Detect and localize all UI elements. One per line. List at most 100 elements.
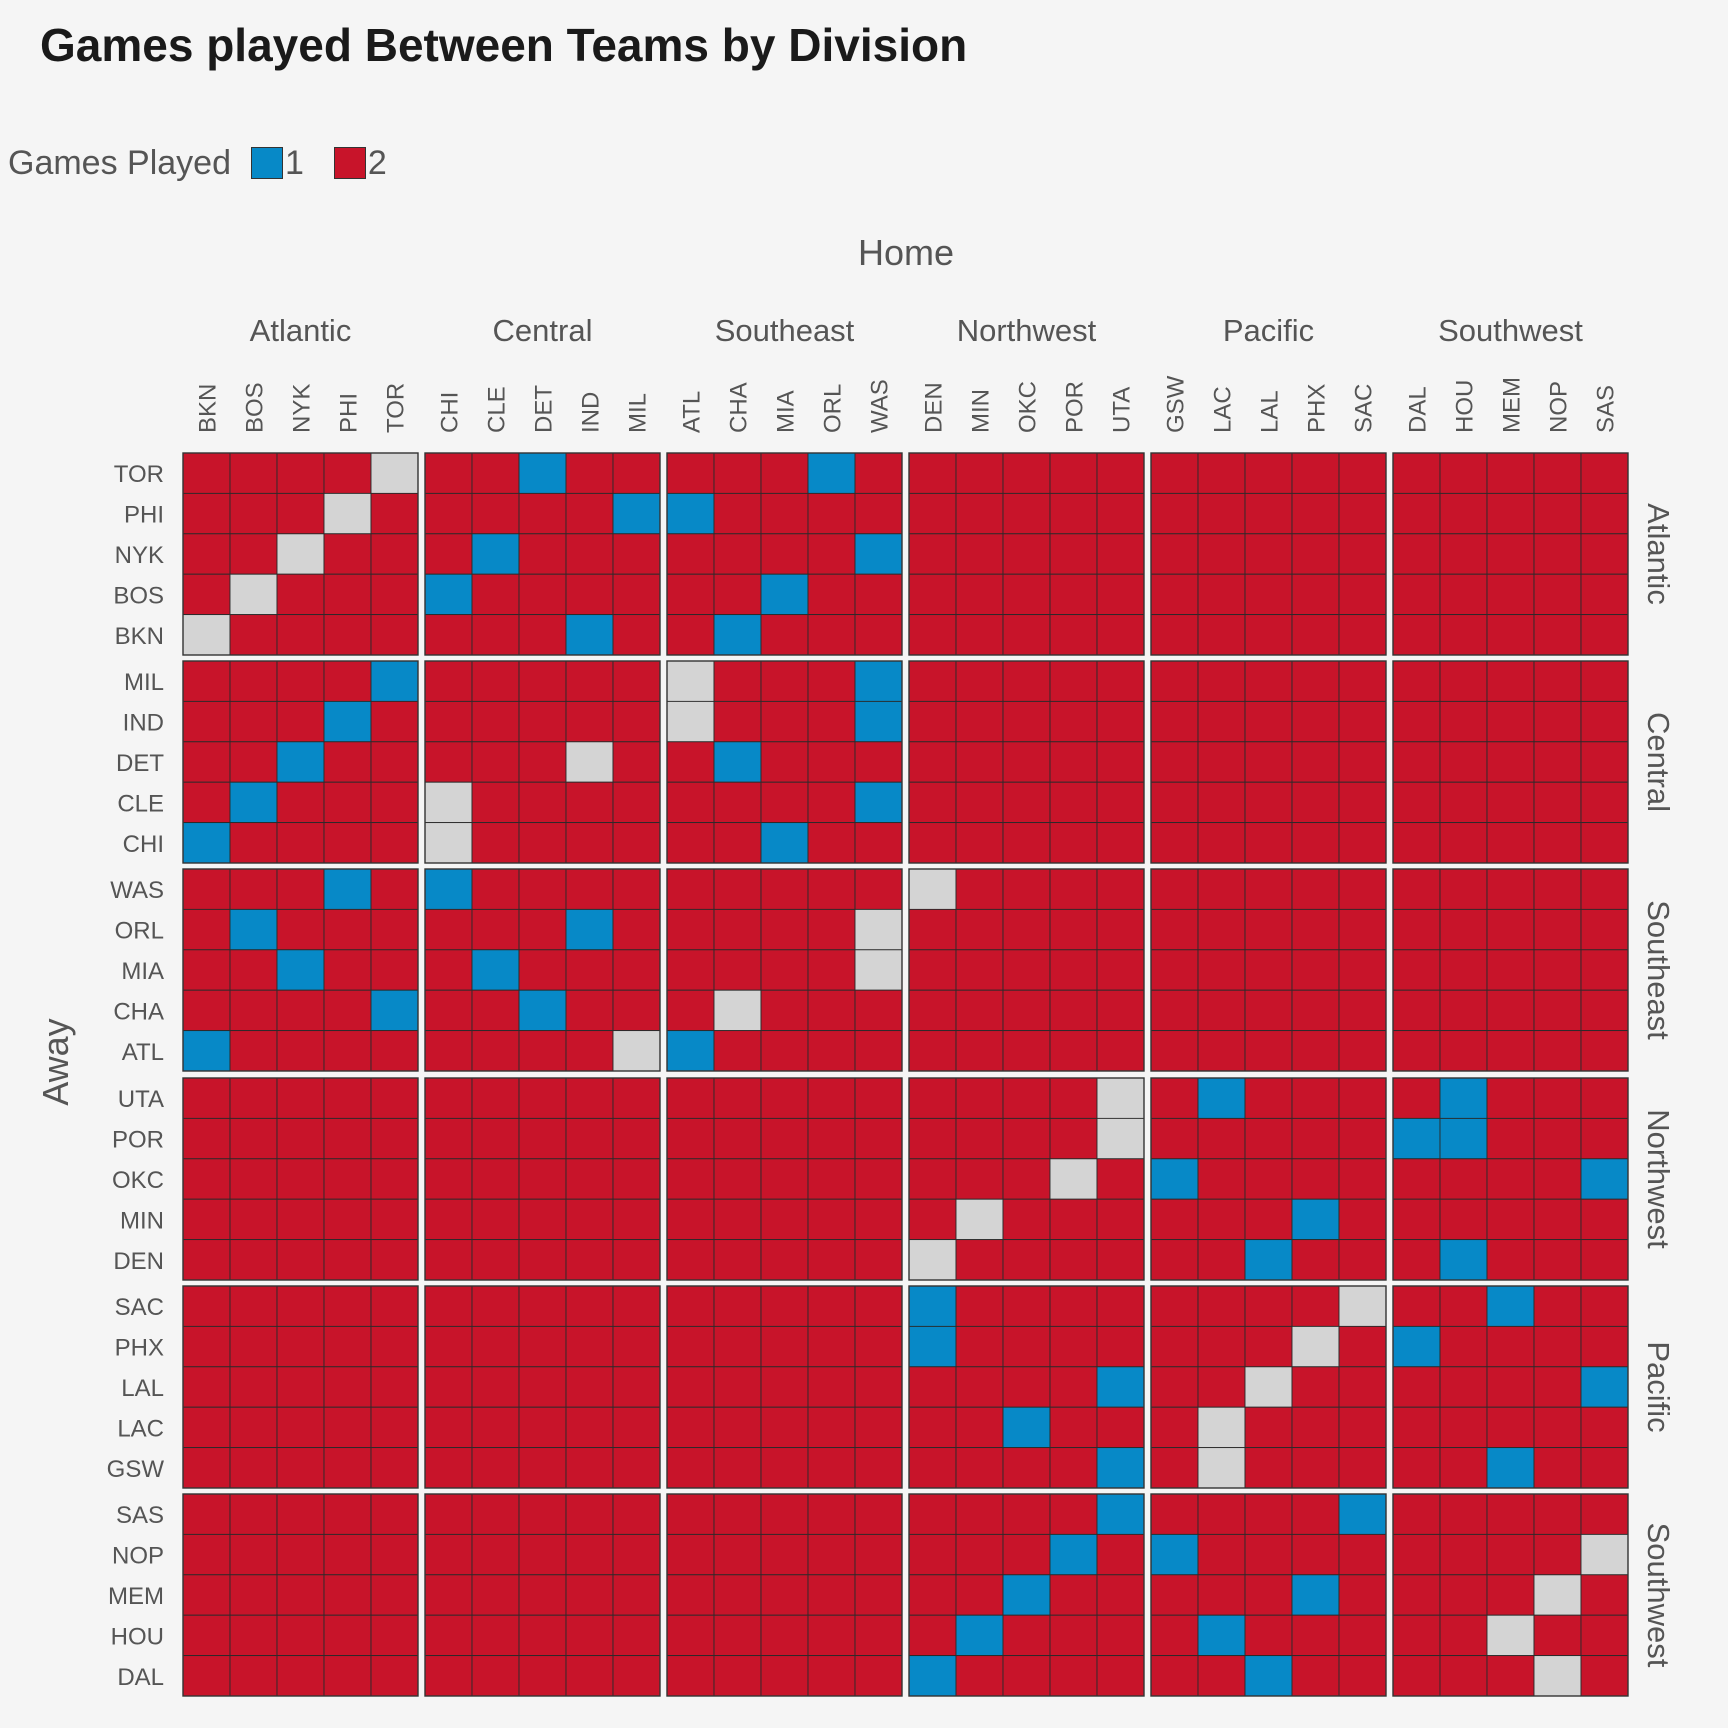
heatmap-cell: [1096, 989, 1145, 1032]
heatmap-cell: [424, 1077, 473, 1119]
heatmap-cell: [565, 741, 614, 783]
heatmap-cell: [1486, 1493, 1535, 1535]
heatmap-cell: [666, 781, 715, 824]
heatmap-cell: [1049, 1447, 1098, 1489]
panel-border: [1150, 1493, 1387, 1697]
heatmap-cell: [1244, 1406, 1293, 1449]
heatmap-cell: [1486, 781, 1535, 824]
heatmap-cell: [229, 1614, 278, 1657]
heatmap-cell: [1150, 573, 1199, 616]
heatmap-cell: [908, 1198, 957, 1241]
heatmap-cell: [424, 614, 473, 656]
row-team-label: LAL: [121, 1375, 164, 1402]
heatmap-cell: [323, 1574, 372, 1616]
heatmap-cell: [713, 1574, 762, 1616]
heatmap-cell: [471, 573, 520, 616]
heatmap-cell: [1197, 1614, 1246, 1657]
heatmap-cell: [471, 1493, 520, 1535]
heatmap-cell: [1533, 1447, 1582, 1489]
heatmap-cell: [612, 822, 661, 864]
heatmap-cell: [229, 452, 278, 494]
panel-border: [1150, 1077, 1387, 1281]
heatmap-cell: [612, 1655, 661, 1697]
heatmap-cell: [760, 741, 809, 783]
heatmap-cell: [760, 573, 809, 616]
heatmap-cell: [370, 452, 419, 494]
heatmap-cell: [1439, 700, 1488, 743]
heatmap-cell: [955, 573, 1004, 616]
heatmap-cell: [1580, 452, 1629, 494]
heatmap-cell: [1338, 452, 1387, 494]
panel-border: [424, 1077, 661, 1281]
heatmap-cell: [424, 781, 473, 824]
heatmap-cell: [908, 533, 957, 575]
heatmap-cell: [760, 700, 809, 743]
col-team-label: BKN: [195, 384, 222, 433]
heatmap-cell: [854, 1406, 903, 1449]
panel-border: [182, 1285, 419, 1489]
heatmap-cell: [229, 1574, 278, 1616]
heatmap-cell: [182, 614, 231, 656]
row-team-label: BOS: [113, 582, 164, 609]
heatmap-cell: [713, 614, 762, 656]
row-team-label: TOR: [114, 461, 164, 488]
heatmap-cell: [565, 1117, 614, 1160]
heatmap-cell: [1096, 741, 1145, 783]
heatmap-cell: [760, 1158, 809, 1200]
heatmap-cell: [1338, 1030, 1387, 1072]
heatmap-cell: [1338, 1406, 1387, 1449]
heatmap-cell: [713, 1447, 762, 1489]
heatmap-cell: [229, 660, 278, 702]
col-team-label: CLE: [484, 386, 511, 433]
heatmap-cell: [518, 781, 567, 824]
heatmap-cell: [760, 1493, 809, 1535]
heatmap-cell: [370, 908, 419, 951]
heatmap-cell: [1002, 1077, 1051, 1119]
heatmap-cell: [1486, 1117, 1535, 1160]
heatmap-cell: [1291, 1325, 1340, 1368]
heatmap-cell: [1291, 700, 1340, 743]
heatmap-cell: [1096, 1158, 1145, 1200]
heatmap-cell: [1096, 614, 1145, 656]
row-team-label: OKC: [112, 1167, 164, 1194]
heatmap-cell: [1338, 533, 1387, 575]
heatmap-cell: [471, 492, 520, 535]
heatmap-cell: [229, 949, 278, 991]
row-team-label: MIN: [120, 1207, 164, 1234]
heatmap-cell: [612, 573, 661, 616]
heatmap-cell: [229, 492, 278, 535]
heatmap-cell: [666, 1533, 715, 1576]
heatmap-cell: [955, 741, 1004, 783]
heatmap-cell: [1486, 822, 1535, 864]
col-team-label: WAS: [867, 379, 894, 433]
heatmap-cell: [1002, 822, 1051, 864]
panel-border: [1150, 1285, 1387, 1489]
heatmap-cell: [229, 1285, 278, 1327]
heatmap-cell: [1392, 700, 1441, 743]
heatmap-cell: [1580, 700, 1629, 743]
heatmap-cell: [1291, 660, 1340, 702]
heatmap-cell: [854, 1158, 903, 1200]
heatmap-cell: [229, 781, 278, 824]
panel-border: [666, 868, 903, 1072]
heatmap-cell: [666, 1406, 715, 1449]
heatmap-cell: [1580, 573, 1629, 616]
heatmap-cell: [908, 1158, 957, 1200]
heatmap-cell: [854, 533, 903, 575]
heatmap-cell: [713, 1077, 762, 1119]
heatmap-cell: [1049, 1030, 1098, 1072]
heatmap-cell: [908, 614, 957, 656]
heatmap-cell: [908, 660, 957, 702]
heatmap-cell: [1486, 492, 1535, 535]
heatmap-cell: [1049, 1655, 1098, 1697]
heatmap-cell: [1197, 1447, 1246, 1489]
heatmap-cell: [1486, 1533, 1535, 1576]
heatmap-cell: [1197, 533, 1246, 575]
heatmap-cell: [1580, 660, 1629, 702]
heatmap-cell: [1338, 614, 1387, 656]
heatmap-cell: [1338, 573, 1387, 616]
heatmap-cell: [229, 1030, 278, 1072]
heatmap-cell: [1291, 1655, 1340, 1697]
heatmap-cell: [424, 1366, 473, 1408]
col-team-label: LAC: [1210, 386, 1237, 433]
